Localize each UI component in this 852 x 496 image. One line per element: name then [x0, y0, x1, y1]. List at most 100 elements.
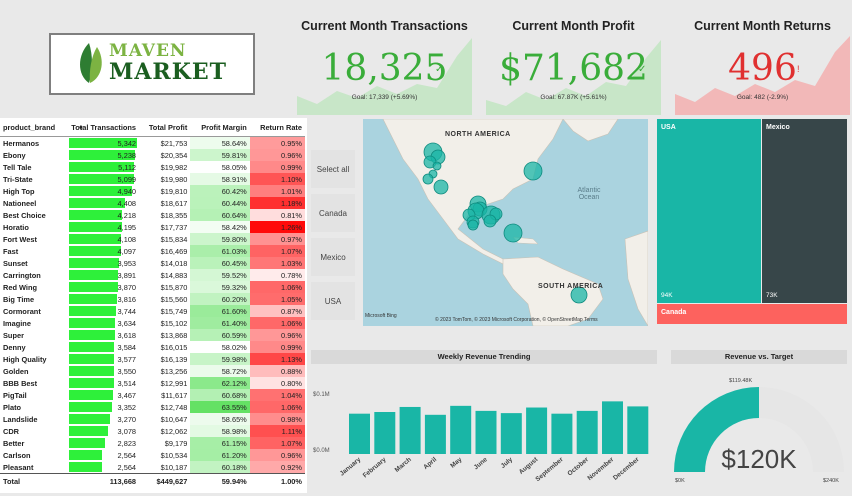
- transactions-cell: 3,467: [67, 389, 139, 401]
- table-row[interactable]: Landslide 3,270 $10,647 58.65% 0.98%: [0, 413, 305, 425]
- x-tick-label: December: [612, 456, 641, 482]
- return-rate-cell: 0.88%: [249, 365, 305, 377]
- margin-cell: 58.72%: [190, 365, 250, 377]
- table-row[interactable]: High Quality 3,577 $16,139 59.98% 1.13%: [0, 353, 305, 365]
- transactions-cell: 2,564: [67, 449, 139, 461]
- transactions-bar: [69, 270, 119, 280]
- table-row[interactable]: Fort West 4,108 $15,834 59.80% 0.97%: [0, 233, 305, 245]
- transactions-cell: 3,953: [67, 257, 139, 269]
- return-rate-cell: 0.87%: [249, 305, 305, 317]
- bar-october[interactable]: [576, 410, 598, 454]
- table-row[interactable]: Super 3,618 $13,868 60.59% 0.96%: [0, 329, 305, 341]
- bar-june[interactable]: [475, 410, 497, 454]
- column-header[interactable]: Total Profit: [139, 118, 191, 137]
- table-row[interactable]: Tell Tale 5,112 $19,982 58.05% 0.99%: [0, 161, 305, 173]
- table-row[interactable]: PigTail 3,467 $11,617 60.68% 1.04%: [0, 389, 305, 401]
- table-row[interactable]: Ebony 5,238 $20,354 59.81% 0.96%: [0, 149, 305, 161]
- slicer-item-mexico[interactable]: Mexico: [311, 238, 355, 276]
- margin-cell: 59.80%: [190, 233, 250, 245]
- table-row[interactable]: Plato 3,352 $12,748 63.55% 1.06%: [0, 401, 305, 413]
- return-rate-cell: 0.96%: [249, 329, 305, 341]
- table-row[interactable]: Best Choice 4,218 $18,355 60.64% 0.81%: [0, 209, 305, 221]
- bar-april[interactable]: [424, 414, 446, 454]
- table-row[interactable]: Imagine 3,634 $15,102 61.40% 1.06%: [0, 317, 305, 329]
- total-cell: Total: [0, 473, 68, 488]
- margin-cell: 58.42%: [190, 221, 250, 233]
- transactions-cell: 5,342: [67, 137, 139, 150]
- table-row[interactable]: Big Time 3,816 $15,560 60.20% 1.05%: [0, 293, 305, 305]
- table-row[interactable]: Denny 3,584 $16,015 58.02% 0.99%: [0, 341, 305, 353]
- transactions-bar: [69, 366, 115, 376]
- treemap-tile-canada[interactable]: Canada: [657, 304, 847, 324]
- bar-march[interactable]: [399, 406, 421, 454]
- table-row[interactable]: Nationeel 4,408 $18,617 60.44% 1.18%: [0, 197, 305, 209]
- transactions-bar: [69, 402, 112, 412]
- transactions-cell: 5,238: [67, 149, 139, 161]
- table-row[interactable]: Carlson 2,564 $10,534 61.20% 0.96%: [0, 449, 305, 461]
- transactions-value: 4,097: [117, 246, 137, 256]
- table-row[interactable]: Better 2,823 $9,179 61.15% 1.07%: [0, 437, 305, 449]
- column-header[interactable]: Profit Margin: [190, 118, 250, 137]
- bar-december[interactable]: [627, 406, 649, 454]
- margin-cell: 60.18%: [190, 461, 250, 474]
- transactions-cell: 4,108: [67, 233, 139, 245]
- bar-november[interactable]: [602, 401, 623, 454]
- bar-july[interactable]: [500, 413, 522, 454]
- table-row[interactable]: Cormorant 3,744 $15,749 61.60% 0.87%: [0, 305, 305, 317]
- transactions-value: 3,577: [117, 354, 137, 364]
- slicer-item-select-all[interactable]: Select all: [311, 150, 355, 188]
- profit-cell: $14,018: [160, 258, 188, 268]
- brand-table: product_brand Total Transactions Total P…: [0, 118, 307, 493]
- transactions-bar: [69, 462, 102, 472]
- table-row[interactable]: Horatio 4,195 $17,737 58.42% 1.26%: [0, 221, 305, 233]
- column-header[interactable]: Total Transactions: [67, 118, 140, 137]
- transactions-cell: 4,195: [67, 221, 139, 233]
- table-row[interactable]: Carrington 3,891 $14,883 59.52% 0.78%: [0, 269, 305, 281]
- column-header[interactable]: product_brand: [0, 118, 68, 137]
- brand-name: Super: [3, 330, 24, 340]
- transactions-cell: 2,823: [67, 437, 139, 449]
- bar-september[interactable]: [551, 413, 573, 454]
- slicer-item-usa[interactable]: USA: [311, 282, 355, 320]
- return-rate-cell: 1.13%: [249, 353, 305, 365]
- margin-cell: 61.15%: [190, 437, 250, 449]
- map-credits[interactable]: © 2023 TomTom, © 2023 Microsoft Corporat…: [435, 317, 598, 323]
- table-row[interactable]: Golden 3,550 $13,256 58.72% 0.88%: [0, 365, 305, 377]
- slicer-item-canada[interactable]: Canada: [311, 194, 355, 232]
- treemap-tile-usa[interactable]: USA 94K: [657, 119, 761, 303]
- table-row[interactable]: CDR 3,078 $12,062 58.98% 1.11%: [0, 425, 305, 437]
- bar-january[interactable]: [349, 413, 370, 454]
- margin-cell: 63.55%: [190, 401, 250, 413]
- table-row[interactable]: Tri-State 5,099 $19,980 58.91% 1.10%: [0, 173, 305, 185]
- store-map[interactable]: NORTH AMERICA SOUTH AMERICA Atlantic Oce…: [363, 119, 648, 326]
- table-row[interactable]: Sunset 3,953 $14,018 60.45% 1.03%: [0, 257, 305, 269]
- table-row[interactable]: Red Wing 3,870 $15,870 59.32% 1.06%: [0, 281, 305, 293]
- bar-august[interactable]: [526, 407, 548, 454]
- table-row[interactable]: Fast 4,097 $16,469 61.03% 1.07%: [0, 245, 305, 257]
- column-header[interactable]: Return Rate: [249, 118, 305, 137]
- return-rate-cell: 0.96%: [249, 149, 305, 161]
- gauge-arc: [674, 387, 844, 472]
- transactions-bar: [69, 306, 117, 316]
- kpi-title: Current Month Transactions: [301, 19, 468, 33]
- bar-february[interactable]: [374, 412, 396, 454]
- treemap-value: 73K: [766, 292, 778, 299]
- profit-cell: $18,617: [160, 198, 188, 208]
- table-row[interactable]: High Top 4,940 $19,810 60.42% 1.01%: [0, 185, 305, 197]
- table-row[interactable]: Hermanos 5,342 $21,753 58.64% 0.95%: [0, 136, 305, 150]
- treemap-tile-mexico[interactable]: Mexico 73K: [762, 119, 847, 303]
- profit-cell: $21,753: [160, 138, 188, 148]
- bar-may[interactable]: [450, 405, 472, 454]
- margin-cell: 60.64%: [190, 209, 250, 221]
- transactions-bar: [69, 378, 114, 388]
- kpi-goal: Goal: 67.87K (+5.61%): [540, 94, 607, 101]
- margin-cell: 60.68%: [190, 389, 250, 401]
- transactions-cell: 3,744: [67, 305, 139, 317]
- table-row[interactable]: BBB Best 3,514 $12,991 62.12% 0.80%: [0, 377, 305, 389]
- table-row[interactable]: Pleasant 2,564 $10,187 60.18% 0.92%: [0, 461, 305, 474]
- sort-desc-icon[interactable]: ▼: [78, 126, 84, 132]
- gauge-title: Revenue vs. Target: [671, 350, 847, 364]
- profit-cell: $15,560: [160, 294, 188, 304]
- return-rate-cell: 1.07%: [249, 245, 305, 257]
- transactions-cell: 3,816: [67, 293, 139, 305]
